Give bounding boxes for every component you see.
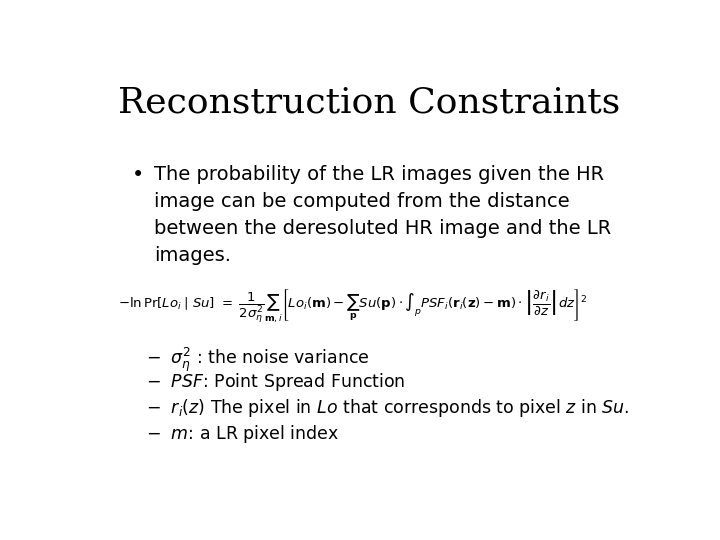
Text: $-\ \; \sigma_{\eta}^{2}$ : the noise variance: $-\ \; \sigma_{\eta}^{2}$ : the noise va… bbox=[145, 346, 369, 374]
Text: The probability of the LR images given the HR: The probability of the LR images given t… bbox=[154, 165, 604, 184]
Text: •: • bbox=[132, 165, 144, 185]
Text: $-\ \; m$: a LR pixel index: $-\ \; m$: a LR pixel index bbox=[145, 423, 339, 445]
Text: $- \ln \Pr[Lo_i \mid Su] \ = \ \dfrac{1}{2\sigma_{\eta}^{2}} \sum_{\mathbf{m},i}: $- \ln \Pr[Lo_i \mid Su] \ = \ \dfrac{1}… bbox=[118, 287, 587, 325]
Text: between the deresoluted HR image and the LR: between the deresoluted HR image and the… bbox=[154, 219, 611, 238]
Text: $-\ \; r_i(z)$ The pixel in $Lo$ that corresponds to pixel $z$ in $Su.$: $-\ \; r_i(z)$ The pixel in $Lo$ that co… bbox=[145, 397, 629, 419]
Text: $-\ \; PSF$: Point Spread Function: $-\ \; PSF$: Point Spread Function bbox=[145, 371, 405, 393]
Text: images.: images. bbox=[154, 246, 231, 265]
Text: Reconstruction Constraints: Reconstruction Constraints bbox=[118, 85, 620, 119]
Text: image can be computed from the distance: image can be computed from the distance bbox=[154, 192, 570, 211]
